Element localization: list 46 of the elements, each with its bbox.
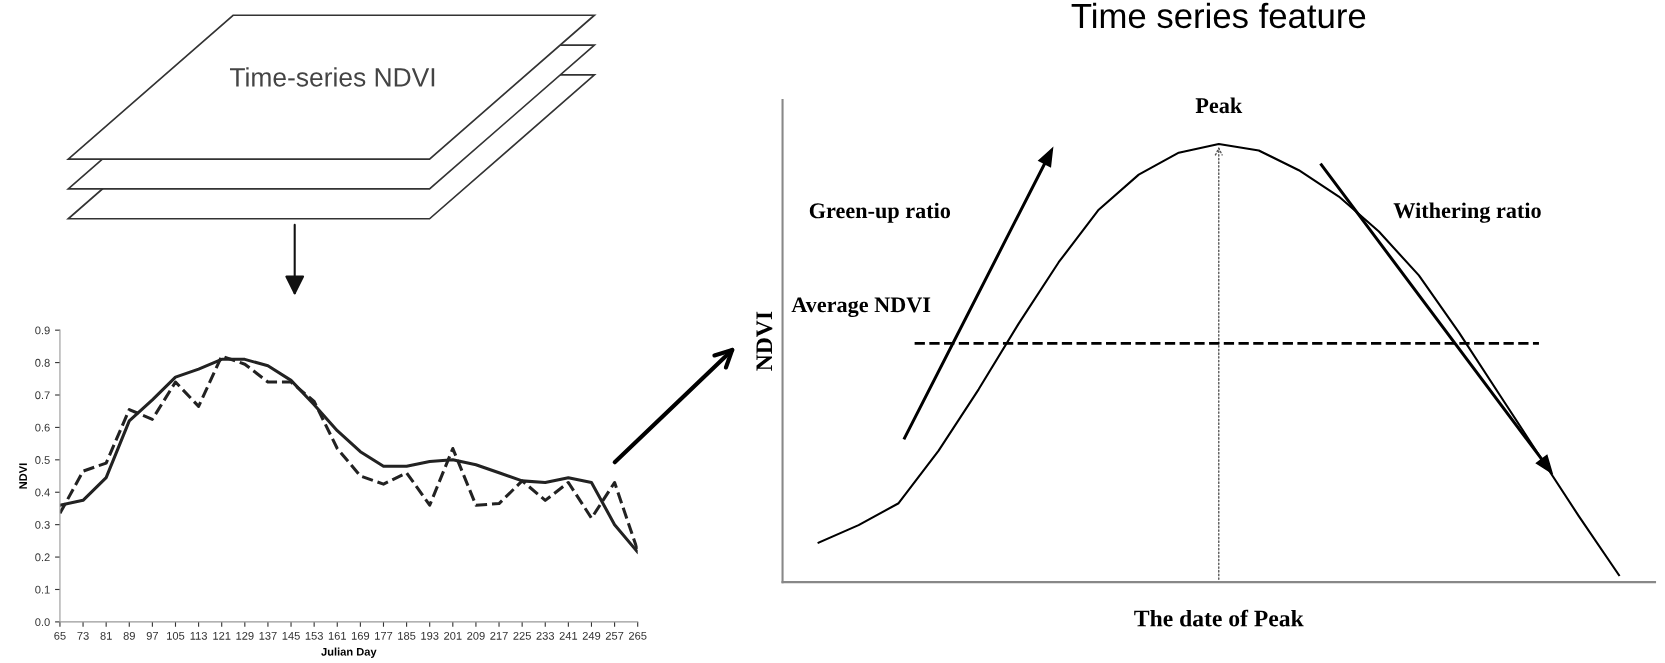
y-tick-label: 0.8 xyxy=(35,358,50,367)
y-tick-label: 0.6 xyxy=(35,423,50,432)
x-tick-label: 137 xyxy=(259,631,277,640)
annotation: Withering ratio xyxy=(1393,202,1541,223)
x-tick-label: 169 xyxy=(351,631,370,640)
x-tick-label: 129 xyxy=(236,631,254,640)
x-tick-label: 249 xyxy=(582,631,601,640)
ref-line-label: Average NDVI xyxy=(791,297,931,318)
chart-title: Time series feature xyxy=(1071,2,1366,29)
x-tick-label: 121 xyxy=(213,631,231,640)
x-tick-label: 257 xyxy=(605,631,624,640)
x-tick-label: 113 xyxy=(190,631,207,640)
x-axis-title: Julian Day xyxy=(321,647,377,658)
x-tick-label: 241 xyxy=(559,631,578,640)
x-axis-title: The date of Peak xyxy=(1134,609,1304,627)
text: Peak xyxy=(1195,97,1243,114)
y-tick-label: 0.0 xyxy=(35,618,50,627)
annotation: Green-up ratio xyxy=(809,202,951,223)
x-tick-label: 65 xyxy=(54,631,66,640)
x-tick-label: 217 xyxy=(490,631,508,640)
x-tick-label: 185 xyxy=(398,631,416,640)
x-tick-label: 145 xyxy=(282,632,300,640)
x-tick-label: 97 xyxy=(146,631,158,640)
x-tick-label: 209 xyxy=(467,631,485,640)
x-tick-label: 193 xyxy=(421,631,439,640)
y-tick-label: 0.3 xyxy=(35,520,50,529)
y-tick-label: 0.2 xyxy=(35,553,50,562)
x-tick-label: 89 xyxy=(123,631,135,640)
x-tick-label: 105 xyxy=(167,631,185,640)
x-tick-label: 225 xyxy=(513,631,531,640)
y-tick-label: 0.1 xyxy=(35,585,50,594)
x-tick-label: 177 xyxy=(375,632,393,640)
x-tick-label: 153 xyxy=(305,631,323,640)
y-axis-title: NDVI xyxy=(756,311,773,371)
y-tick-label: 0.5 xyxy=(35,456,50,464)
x-tick-label: 201 xyxy=(444,631,462,640)
y-tick-label: 0.9 xyxy=(35,326,50,335)
y-tick-label: 0.4 xyxy=(35,488,50,497)
y-axis-title: NDVI xyxy=(19,463,27,489)
x-tick-label: 233 xyxy=(536,631,555,640)
x-tick-label: 81 xyxy=(100,631,112,640)
y-tick-label: 0.7 xyxy=(35,391,50,400)
text: Time-series NDVI xyxy=(229,67,435,87)
x-tick-label: 73 xyxy=(77,631,89,640)
x-tick-label: 265 xyxy=(628,631,647,640)
x-tick-label: 161 xyxy=(328,631,346,640)
